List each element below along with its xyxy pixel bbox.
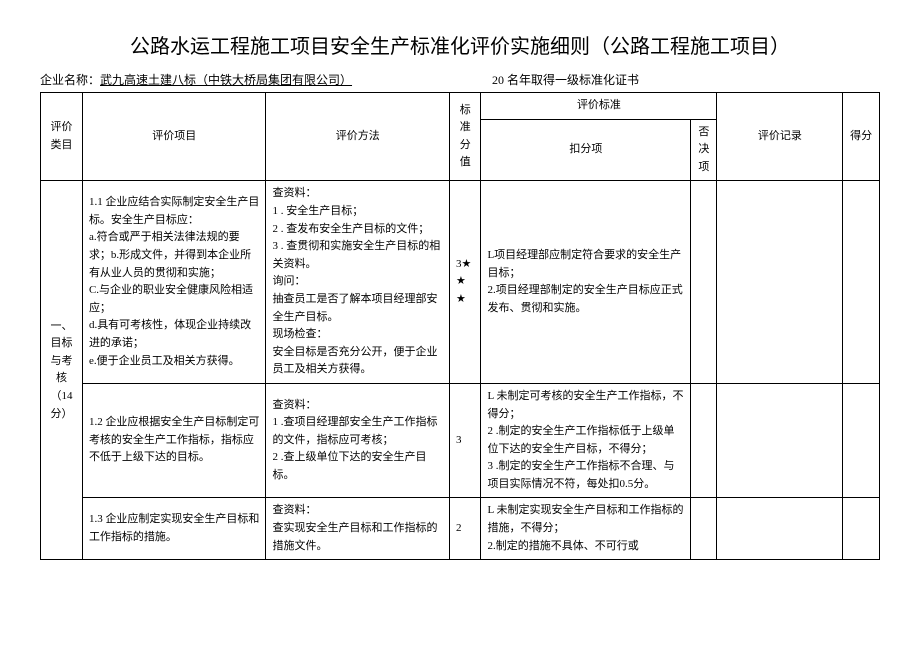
method-cell: 查资料： 查实现安全生产目标和工作指标的措施文件。 [266,498,450,560]
veto-cell [691,181,717,384]
deduct-cell: L 未制定可考核的安全生产工作指标，不得分； 2 .制定的安全生产工作指标低于上… [481,383,691,498]
th-method: 评价方法 [266,93,450,181]
th-veto: 否决项 [691,119,717,181]
score-cell: 2 [450,498,481,560]
points-cell [843,383,880,498]
th-item: 评价项目 [82,93,266,181]
category-cell: 一、目标与考核（14分） [41,181,83,560]
item-cell: 1.3 企业应制定实现安全生产目标和工作指标的措施。 [82,498,266,560]
th-criteria: 评价标准 [481,93,717,120]
table-row: 一、目标与考核（14分） 1.1 企业应结合实际制定安全生产目标。安全生产目标应… [41,181,880,384]
record-cell [717,498,843,560]
method-cell: 查资料： 1 . 安全生产目标； 2 . 查发布安全生产目标的文件； 3 . 查… [266,181,450,384]
header-row-1: 评价类目 评价项目 评价方法 标准分值 评价标准 评价记录 得分 [41,93,880,120]
th-points: 得分 [843,93,880,181]
cert-info: 20 名年取得一级标准化证书 [492,71,639,88]
page-title: 公路水运工程施工项目安全生产标准化评价实施细则（公路工程施工项目） [40,30,880,59]
points-cell [843,181,880,384]
item-cell: 1.2 企业应根据安全生产目标制定可考核的安全生产工作指标，指标应不低于上级下达… [82,383,266,498]
deduct-cell: L项目经理部应制定符合要求的安全生产目标； 2.项目经理部制定的安全生产目标应正… [481,181,691,384]
evaluation-table: 评价类目 评价项目 评价方法 标准分值 评价标准 评价记录 得分 扣分项 否决项… [40,92,880,560]
record-cell [717,383,843,498]
th-deduct: 扣分项 [481,119,691,181]
score-cell: 3 [450,383,481,498]
th-category: 评价类目 [41,93,83,181]
company-label: 企业名称： [40,71,100,88]
deduct-cell: L 未制定实现安全生产目标和工作指标的措施，不得分； 2.制定的措施不具体、不可… [481,498,691,560]
points-cell [843,498,880,560]
veto-cell [691,383,717,498]
record-cell [717,181,843,384]
th-score: 标准分值 [450,93,481,181]
table-row: 1.2 企业应根据安全生产目标制定可考核的安全生产工作指标，指标应不低于上级下达… [41,383,880,498]
th-record: 评价记录 [717,93,843,181]
item-cell: 1.1 企业应结合实际制定安全生产目标。安全生产目标应： a.符合或严于相关法律… [82,181,266,384]
company-name: 武九高速土建八标（中铁大桥局集团有限公司） [100,71,352,88]
method-cell: 查资料： 1 .查项目经理部安全生产工作指标的文件，指标应可考核； 2 .查上级… [266,383,450,498]
veto-cell [691,498,717,560]
header-line: 企业名称： 武九高速土建八标（中铁大桥局集团有限公司） 20 名年取得一级标准化… [40,71,880,88]
score-cell: 3★★★ [450,181,481,384]
table-row: 1.3 企业应制定实现安全生产目标和工作指标的措施。 查资料： 查实现安全生产目… [41,498,880,560]
